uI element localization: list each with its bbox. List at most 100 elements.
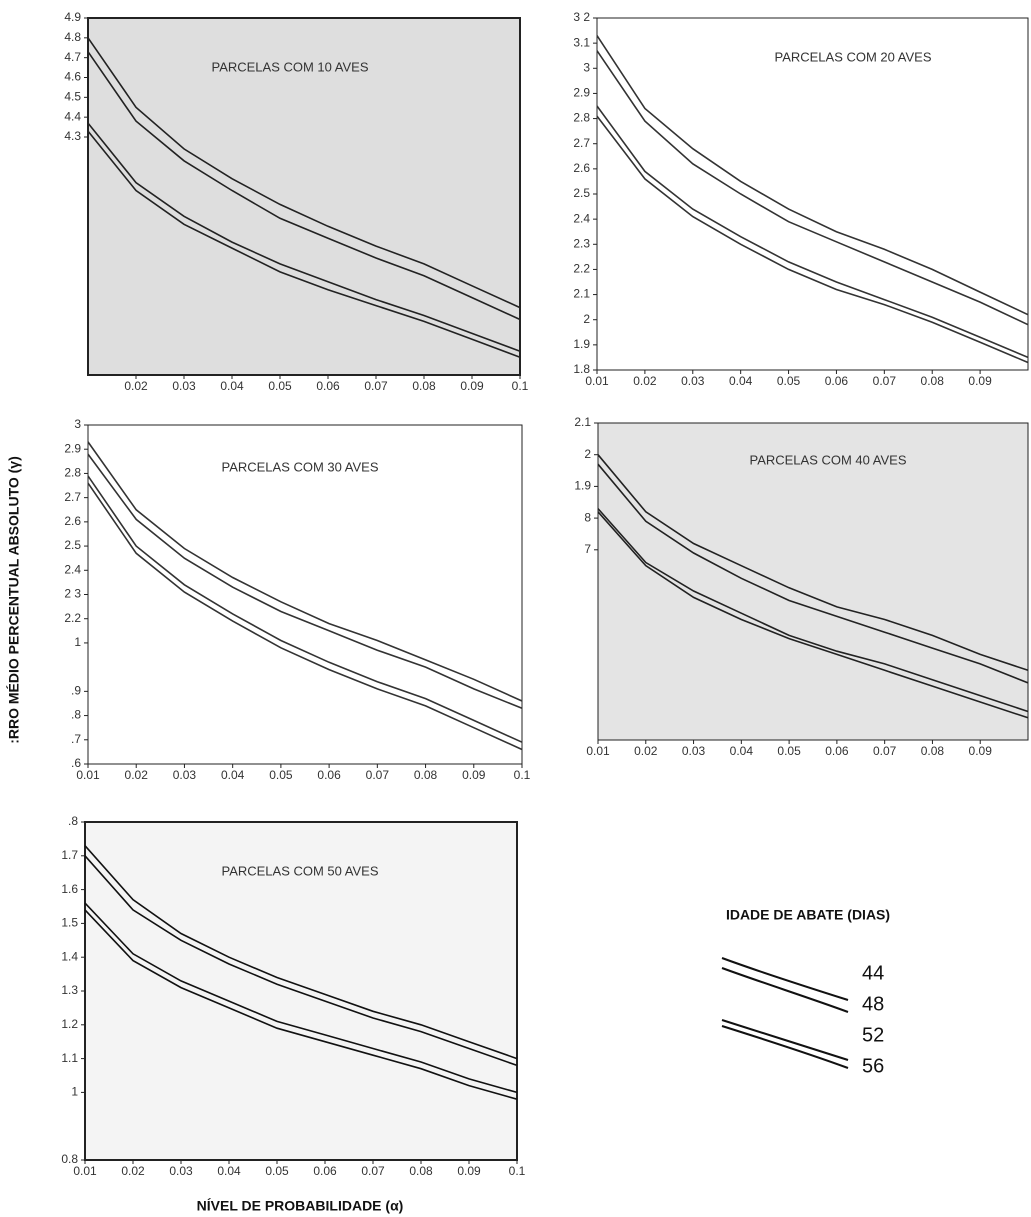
legend-label: 48 [862, 993, 884, 1015]
panel-title: PARCELAS COM 40 AVES [749, 452, 906, 467]
x-tick-label: 0.04 [729, 374, 753, 388]
x-tick-label: 0.02 [121, 1164, 145, 1178]
y-tick-label: 4.7 [64, 50, 81, 64]
x-tick-label: 0.09 [462, 768, 486, 782]
series-line [84, 845, 518, 1060]
y-tick-label: .8 [71, 708, 81, 722]
panel: PARCELAS COM 10 AVES 4.9 4.8 4.7 4.6 4.5 4.4 4.… [64, 10, 528, 393]
y-tick-label: .9 [71, 684, 81, 698]
x-tick-label: 0.08 [921, 374, 945, 388]
y-tick-label: 1.1 [61, 1051, 78, 1065]
x-tick-label: 0.06 [825, 744, 849, 758]
x-tick-label: 0.02 [124, 379, 148, 393]
y-tick-label: 1 [71, 1085, 78, 1099]
legend-lines [721, 957, 849, 1069]
y-tick-label: 2.2 [64, 611, 81, 625]
y-tick-label: 1.6 [61, 882, 78, 896]
y-tick-label: 2.5 [573, 186, 590, 200]
x-tick-label: 0.07 [873, 744, 897, 758]
x-tick-label: 0.1 [514, 768, 531, 782]
x-tick-label: 0.05 [777, 744, 801, 758]
x-axis-label: NÍVEL DE PROBABILIDADE (α) [197, 1198, 404, 1214]
y-tick-label: 3 2 [573, 10, 590, 24]
y-tick-label: 2.4 [64, 562, 81, 576]
series-line [87, 122, 521, 352]
x-tick-label: 0.03 [169, 1164, 193, 1178]
y-tick-label: 1.2 [61, 1017, 78, 1031]
x-tick-label: 0.03 [681, 374, 705, 388]
x-tick-label: 0.09 [457, 1164, 481, 1178]
y-tick-label: 0.8 [61, 1152, 78, 1166]
legend-label: 56 [862, 1055, 884, 1077]
y-tick-label: 2.8 [64, 466, 81, 480]
x-tick-label: 0.05 [269, 768, 293, 782]
series-line [596, 115, 1029, 364]
y-tick-label: 2.3 [573, 236, 590, 250]
plot-area [87, 17, 521, 376]
y-tick-label: 8 [584, 510, 591, 524]
panel: PARCELAS COM 50 AVES .8 1.7 1.6 1.5 1.4 1.3 1.2… [61, 814, 525, 1178]
x-tick-label: 0.02 [634, 744, 658, 758]
x-tick-label: 0.04 [220, 379, 244, 393]
y-tick-label: 1.9 [574, 479, 591, 493]
x-tick-label: 0.04 [221, 768, 245, 782]
legend-line [721, 967, 849, 1013]
legend-line [721, 1025, 849, 1069]
series-line [597, 463, 1029, 684]
y-tick-label: 2.2 [573, 262, 590, 276]
series-line [84, 902, 518, 1094]
legend-label: 52 [862, 1024, 884, 1046]
y-tick-label: 3.1 [573, 35, 590, 49]
y-tick-label: 4.9 [64, 10, 81, 24]
y-tick-label: 2.5 [64, 538, 81, 552]
series-line [596, 35, 1029, 316]
series-line [87, 51, 521, 321]
y-tick-label: 7 [584, 542, 591, 556]
plot-area [596, 17, 1029, 371]
plot-area [597, 422, 1029, 741]
legend-label: 44 [862, 962, 884, 984]
y-axis-label: :RRO MÉDIO PERCENTUAL ABSOLUTO (γ) [6, 456, 22, 744]
series-line [596, 105, 1029, 359]
y-tick-label: 4.5 [64, 90, 81, 104]
legend-line [721, 1019, 849, 1061]
x-tick-label: 0.05 [265, 1164, 289, 1178]
panel: PARCELAS COM 20 AVES 3 2 3.1 3 2.9 2.8 2.7 2.6 2… [573, 10, 1029, 388]
x-tick-label: 0.1 [512, 379, 529, 393]
panel: PARCELAS COM 30 AVES 3 2.9 2.8 2.7 2.6 2.5 2.4 2… [64, 417, 530, 782]
y-tick-label: 2.9 [64, 441, 81, 455]
x-tick-label: 0.07 [361, 1164, 385, 1178]
series-line [84, 909, 518, 1100]
x-tick-label: 0.07 [364, 379, 388, 393]
x-tick-label: 0.07 [873, 374, 897, 388]
series-line [597, 454, 1029, 672]
x-tick-label: 0.02 [633, 374, 657, 388]
y-tick-label: 4.3 [64, 129, 81, 143]
y-tick-label: 1.3 [61, 983, 78, 997]
plot-area [87, 424, 523, 765]
series-line [596, 50, 1029, 326]
x-tick-label: 0.09 [968, 374, 992, 388]
y-tick-label: 2.1 [574, 415, 591, 429]
x-tick-label: 0.05 [777, 374, 801, 388]
x-tick-label: 0.05 [268, 379, 292, 393]
panel-title: PARCELAS COM 20 AVES [774, 49, 931, 64]
panel: PARCELAS COM 40 AVES 2.1 2 1.9 8 7 0.01 0.02 0.0… [574, 415, 1029, 758]
x-tick-label: 0.08 [921, 744, 945, 758]
panel-title: PARCELAS COM 10 AVES [211, 59, 368, 74]
series-line [87, 482, 523, 751]
y-tick-label: 2.6 [573, 161, 590, 175]
x-tick-label: 0.01 [586, 744, 610, 758]
x-tick-label: 0.01 [73, 1164, 97, 1178]
y-tick-label: 3 [583, 60, 590, 74]
y-tick-label: 3 [74, 417, 81, 431]
x-tick-label: 0.03 [172, 379, 196, 393]
x-tick-label: 0.06 [316, 379, 340, 393]
x-tick-label: 0.03 [173, 768, 197, 782]
panel-title: PARCELAS COM 50 AVES [221, 863, 378, 878]
y-tick-label: 2 3 [64, 587, 81, 601]
y-tick-label: 2.6 [64, 514, 81, 528]
y-tick-label: 2.9 [573, 86, 590, 100]
y-tick-label: 2.8 [573, 111, 590, 125]
